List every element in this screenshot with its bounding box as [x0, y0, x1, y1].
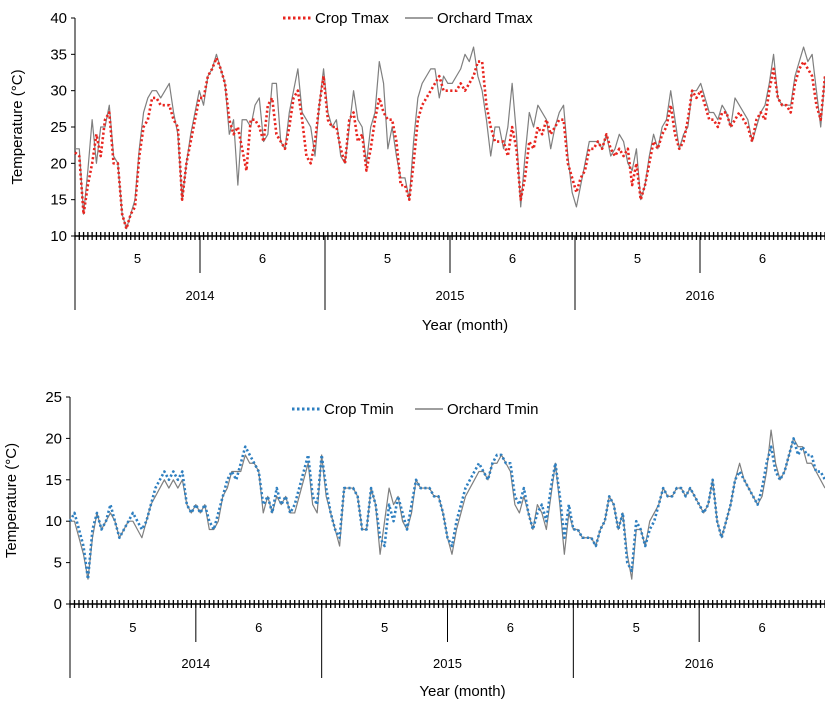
month-label: 6: [255, 620, 262, 635]
year-label: 2015: [436, 288, 465, 303]
month-label: 5: [384, 251, 391, 266]
x-axis-title: Year (month): [419, 683, 505, 700]
legend-label: Crop Tmin: [324, 401, 394, 418]
legend-label: Orchard Tmax: [437, 10, 533, 27]
year-label: 2015: [433, 656, 462, 671]
year-label: 2014: [181, 656, 210, 671]
y-tick-label: 25: [50, 119, 67, 136]
y-tick-label: 15: [45, 472, 62, 489]
series-line-orchard-tmin: [70, 429, 825, 580]
y-tick-label: 20: [50, 155, 67, 172]
month-label: 5: [134, 251, 141, 266]
series-line-orchard-tmax: [75, 46, 825, 230]
month-label: 5: [634, 251, 641, 266]
y-tick-label: 0: [54, 596, 62, 613]
month-label: 6: [509, 251, 516, 266]
legend-label: Crop Tmax: [315, 10, 389, 27]
month-label: 5: [129, 620, 136, 635]
y-tick-label: 40: [50, 10, 67, 27]
month-label: 6: [758, 620, 765, 635]
series-line-crop-tmax: [74, 56, 825, 231]
y-tick-label: 30: [50, 83, 67, 100]
y-tick-label: 15: [50, 192, 67, 209]
month-label: 6: [259, 251, 266, 266]
y-tick-label: 5: [54, 555, 62, 572]
x-axis-title: Year (month): [422, 317, 508, 334]
y-tick-label: 35: [50, 46, 67, 63]
series-line-crop-tmin: [68, 437, 825, 581]
y-tick-label: 10: [45, 513, 62, 530]
y-tick-label: 20: [45, 430, 62, 447]
year-label: 2016: [686, 288, 715, 303]
y-tick-label: 10: [50, 228, 67, 245]
y-axis-title: Temperature (°C): [3, 443, 20, 558]
year-label: 2014: [186, 288, 215, 303]
month-label: 6: [507, 620, 514, 635]
month-label: 6: [759, 251, 766, 266]
month-label: 5: [381, 620, 388, 635]
y-tick-label: 25: [45, 389, 62, 406]
y-axis-title: Temperature (°C): [9, 69, 26, 184]
legend-label: Orchard Tmin: [447, 401, 538, 418]
month-label: 5: [633, 620, 640, 635]
year-label: 2016: [685, 656, 714, 671]
